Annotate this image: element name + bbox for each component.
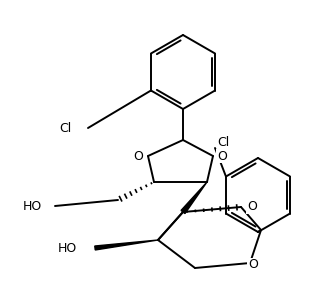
- Text: HO: HO: [58, 241, 77, 254]
- Text: O: O: [217, 150, 227, 162]
- Text: O: O: [247, 201, 257, 213]
- Text: Cl: Cl: [60, 122, 72, 134]
- Text: O: O: [248, 258, 258, 271]
- Polygon shape: [95, 240, 158, 250]
- Polygon shape: [181, 182, 207, 214]
- Text: Cl: Cl: [217, 136, 229, 148]
- Text: HO: HO: [23, 199, 42, 212]
- Text: O: O: [133, 150, 143, 162]
